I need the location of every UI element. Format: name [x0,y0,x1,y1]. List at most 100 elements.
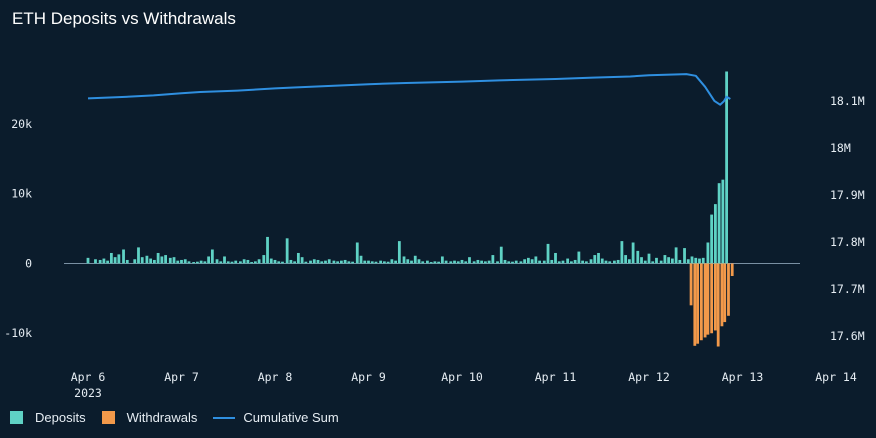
deposit-bar [406,259,410,264]
deposit-bar [569,261,573,264]
x-tick-sublabel: 2023 [74,386,102,400]
deposit-bar [417,259,421,264]
deposit-bar [192,262,196,264]
deposit-bar [239,261,242,264]
y-left-tick-label: -10k [4,326,32,340]
deposit-bar [347,261,351,264]
deposit-bar [98,259,102,264]
cumulative-swatch [213,416,236,419]
deposit-bar [117,254,121,264]
deposit-bar [444,260,448,264]
legend-item-withdrawals[interactable]: Withdrawals [101,410,197,425]
deposit-bar [332,260,336,264]
deposit-bar [440,256,444,264]
deposit-bar [483,261,487,264]
deposit-bar [514,260,518,264]
deposit-bar [176,260,180,264]
deposit-bar [546,243,550,264]
deposit-bar [394,260,398,264]
legend-item-deposits[interactable]: Deposits [10,410,86,425]
deposit-bar [631,242,635,264]
deposit-bar [145,255,149,264]
withdrawal-bar [710,263,714,334]
deposit-bar [296,252,300,264]
deposit-bar [717,183,721,264]
deposit-bar [561,260,565,264]
deposit-bar [554,252,557,264]
legend-label-deposits: Deposits [35,410,86,425]
x-tick-label: Apr 12 [628,370,670,384]
withdrawal-bar [693,263,697,346]
deposit-bar [437,261,441,264]
x-tick-label: Apr 8 [258,370,293,384]
deposit-bar [523,259,527,264]
deposit-bar [86,257,90,264]
deposit-bar [651,261,655,264]
deposit-bar [557,261,561,264]
deposit-bar [647,253,651,264]
y-right-tick-label: 18.1M [830,94,865,108]
x-tick-label: Apr 10 [441,370,483,384]
y-right-tick-label: 17.7M [830,282,865,296]
deposit-bar [627,259,631,264]
legend-item-cumulative[interactable]: Cumulative Sum [213,410,339,425]
deposit-bar [577,251,581,264]
deposit-bar [636,250,640,264]
chart-title: ETH Deposits vs Withdrawals [12,9,236,28]
withdrawal-bar [716,263,720,347]
deposit-bar [226,261,230,264]
deposit-bar [678,259,682,264]
deposit-bar [410,260,413,264]
deposit-bar [336,261,340,264]
deposit-bar [663,255,667,264]
deposit-bar [293,261,297,264]
deposit-bar [149,258,153,264]
deposit-bar [674,247,678,264]
deposit-bar [624,255,628,264]
withdrawal-bar [720,263,724,327]
withdrawals-swatch [101,411,115,424]
deposit-bar [581,260,585,264]
x-tick-label: Apr 9 [351,370,386,384]
deposit-bar [507,261,511,264]
deposits-swatch [10,411,23,424]
deposit-bar [655,257,658,264]
deposit-bar [262,255,266,264]
deposit-bar [122,249,125,264]
deposit-bar [613,260,616,264]
deposit-bar [219,261,223,264]
deposit-bar [133,259,137,264]
deposit-bar [566,258,570,264]
deposit-bar [534,256,538,264]
y-right-tick-label: 18M [830,141,851,155]
deposit-bar [351,261,355,264]
x-tick-label: Apr 6 [71,370,106,384]
deposit-bar [187,261,191,264]
deposit-bar [511,261,514,264]
deposit-bar [113,257,117,264]
deposit-bar [600,258,604,264]
deposit-bar [464,261,468,264]
deposit-bar [584,261,588,264]
deposit-bar [620,241,624,264]
deposit-bar [397,241,401,264]
legend-label-cumulative: Cumulative Sum [243,410,339,425]
deposit-bar [573,259,577,264]
deposit-bar [604,260,608,264]
deposit-bar [343,259,347,264]
deposit-bar [363,260,367,264]
deposit-bar [694,257,698,264]
deposit-bar [370,261,374,264]
deposit-bar [382,261,386,264]
deposit-bar [413,255,417,264]
deposit-bar [698,258,701,264]
withdrawal-bar [696,263,700,344]
deposit-bar [257,259,261,264]
deposit-bar [223,256,226,264]
deposit-bar [476,259,480,264]
deposit-bar [266,236,269,264]
deposit-bar [324,260,327,264]
deposit-bar [701,257,705,264]
deposit-bar [327,259,331,264]
